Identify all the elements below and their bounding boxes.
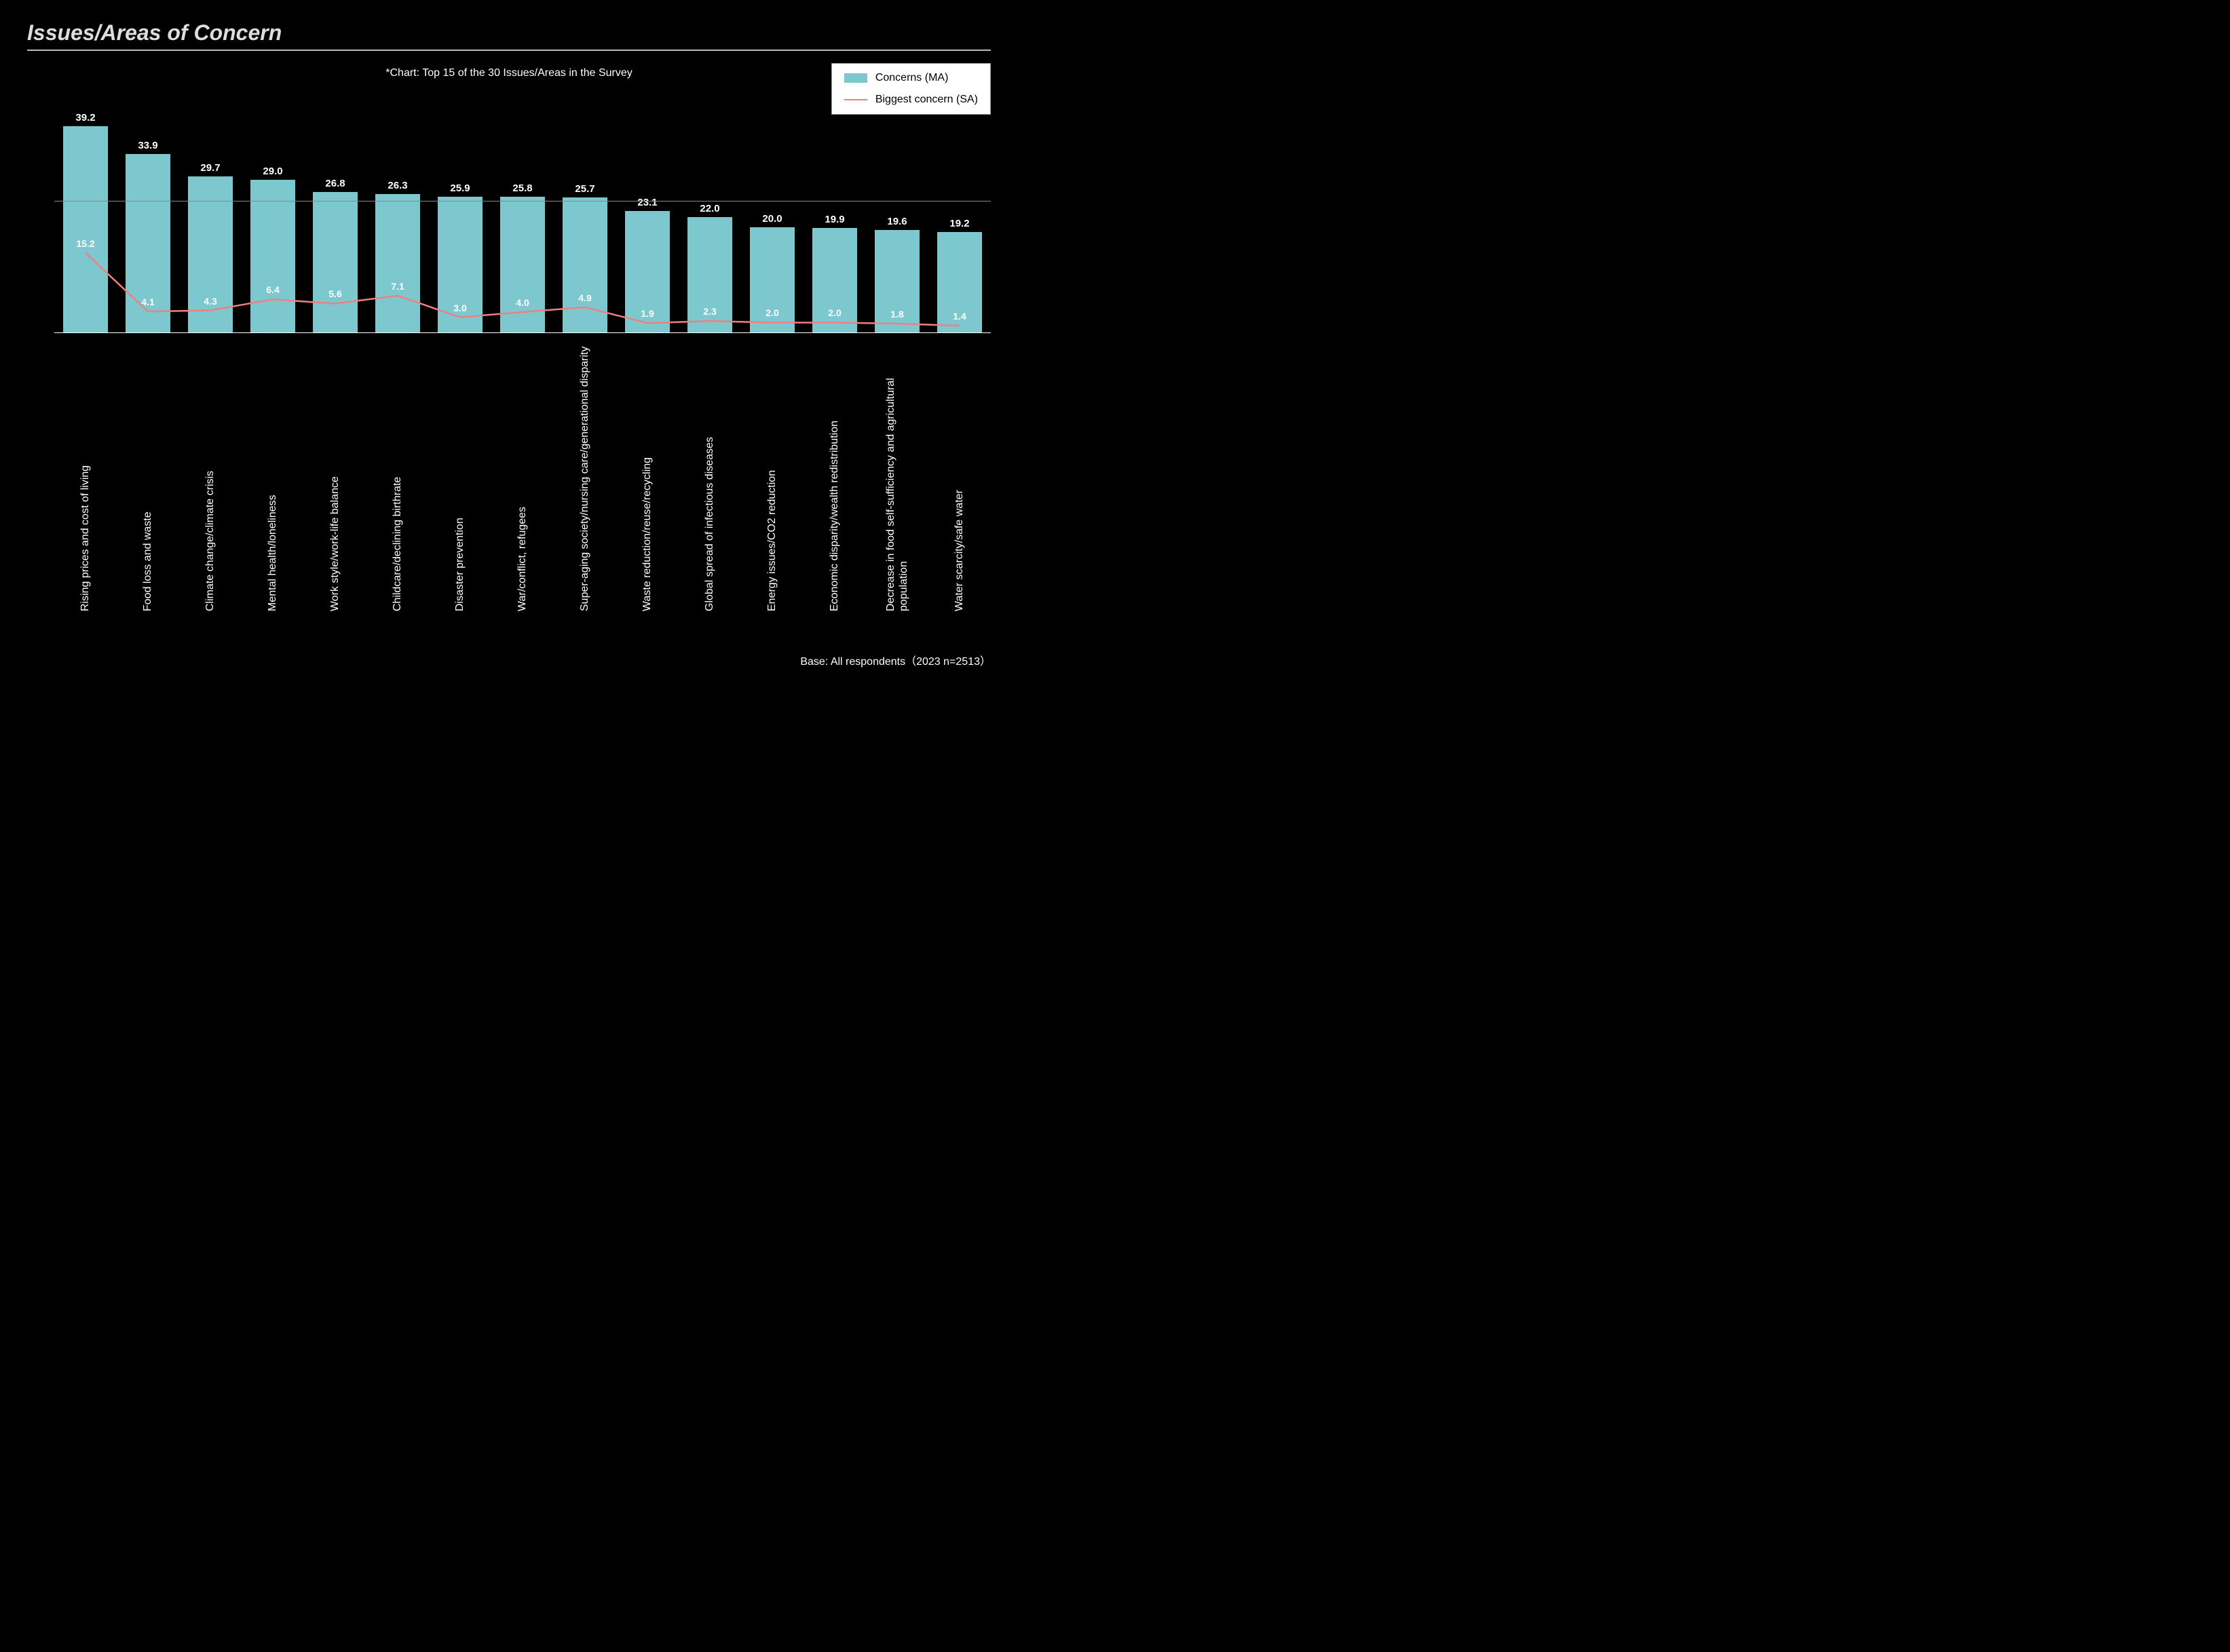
bar [375, 194, 420, 333]
bar [63, 126, 108, 333]
x-label-col: Disaster prevention [429, 333, 491, 632]
bar [563, 197, 607, 333]
bar-value-label: 25.8 [512, 183, 532, 194]
x-axis-label: Mental health/loneliness [266, 333, 279, 632]
legend-swatch-line [844, 99, 867, 100]
chart-title: Issues/Areas of Concern [27, 20, 991, 45]
bar-value-label: 19.9 [825, 214, 844, 225]
x-axis-label: Food loss and waste [141, 333, 154, 632]
x-label-col: Water scarcity/safe water [928, 333, 991, 632]
bar-value-label: 29.0 [263, 166, 282, 177]
bar-col: 29.7 [179, 162, 242, 333]
x-label-col: Decrease in food self-sufficiency and ag… [866, 333, 928, 632]
line-value-label: 7.1 [391, 281, 404, 292]
legend: Concerns (MA) Biggest concern (SA) [831, 63, 991, 115]
x-axis-labels: Rising prices and cost of living Food los… [54, 333, 991, 632]
legend-label-bars: Concerns (MA) [875, 72, 949, 84]
bar-value-label: 20.0 [762, 213, 782, 225]
bar-value-label: 25.7 [575, 183, 594, 195]
line-value-label: 2.0 [828, 307, 841, 318]
legend-item-bars: Concerns (MA) [844, 72, 978, 84]
bar-col: 26.3 [366, 180, 429, 333]
line-value-label: 3.0 [453, 303, 466, 313]
line-value-label: 2.0 [766, 307, 778, 318]
bar-value-label: 29.7 [200, 162, 220, 174]
bar-col: 29.0 [242, 166, 304, 333]
chart-container: Issues/Areas of Concern *Chart: Top 15 o… [0, 0, 1018, 695]
line-value-label: 4.0 [516, 297, 529, 308]
x-axis-label: Energy issues/CO2 reduction [766, 333, 778, 632]
bar [500, 197, 545, 333]
footnote: Base: All respondents（2023 n=2513） [27, 652, 991, 668]
bar-value-label: 33.9 [138, 140, 157, 151]
x-axis-label: Water scarcity/safe water [953, 333, 966, 632]
bar [313, 192, 358, 333]
x-axis-label: Work style/work-life balance [328, 333, 341, 632]
bar-value-label: 22.0 [700, 203, 719, 214]
x-axis-label: Climate change/climate crisis [204, 333, 216, 632]
legend-swatch-bars [844, 73, 867, 83]
bar-value-label: 26.8 [325, 178, 345, 189]
x-label-col: Rising prices and cost of living [54, 333, 117, 632]
line-value-label: 6.4 [266, 284, 279, 295]
x-label-col: War/conflict, refugees [491, 333, 554, 632]
bar-value-label: 19.2 [949, 218, 969, 229]
line-value-label: 4.1 [141, 296, 154, 307]
x-label-col: Climate change/climate crisis [179, 333, 242, 632]
x-axis-label: Super-aging society/nursing care/generat… [578, 333, 591, 632]
x-axis-label: Waste reduction/reuse/recycling [641, 333, 654, 632]
x-label-col: Work style/work-life balance [304, 333, 366, 632]
x-axis-label: Disaster prevention [453, 333, 466, 632]
chart-area: *Chart: Top 15 of the 30 Issues/Areas in… [27, 67, 991, 668]
plot-area: 39.2 33.9 29.7 29.0 26.8 26.3 25.9 25.8 25.7 23.1… [27, 96, 991, 333]
line-value-label: 1.4 [953, 311, 966, 322]
x-axis-label: Economic disparity/wealth redistribution [828, 333, 841, 632]
line-value-label: 5.6 [328, 288, 341, 299]
bar [250, 180, 295, 333]
bar-value-label: 19.6 [887, 216, 907, 227]
bar-col: 25.8 [491, 183, 554, 333]
bar-col: 25.7 [554, 183, 616, 333]
line-value-label: 1.9 [641, 308, 654, 319]
line-value-label: 4.9 [578, 292, 591, 303]
x-axis-label: Rising prices and cost of living [79, 333, 92, 632]
x-label-col: Childcare/declining birthrate [366, 333, 429, 632]
x-axis-label: Decrease in food self-sufficiency and ag… [884, 333, 910, 632]
line-value-label: 2.3 [703, 306, 716, 317]
x-label-col: Super-aging society/nursing care/generat… [554, 333, 616, 632]
x-label-col: Food loss and waste [117, 333, 179, 632]
x-label-col: Mental health/loneliness [242, 333, 304, 632]
x-label-col: Energy issues/CO2 reduction [741, 333, 804, 632]
bar-col: 39.2 [54, 112, 117, 333]
bar-value-label: 26.3 [388, 180, 407, 191]
title-rule [27, 50, 991, 51]
x-axis-label: War/conflict, refugees [516, 333, 529, 632]
legend-label-line: Biggest concern (SA) [875, 94, 978, 106]
line-value-label: 15.2 [76, 238, 94, 249]
x-axis-label: Global spread of infectious diseases [703, 333, 716, 632]
bars-layer: 39.2 33.9 29.7 29.0 26.8 26.3 25.9 25.8 25.7 23.1… [54, 96, 991, 333]
x-label-col: Global spread of infectious diseases [679, 333, 741, 632]
line-value-label: 1.8 [890, 309, 903, 320]
x-label-col: Waste reduction/reuse/recycling [616, 333, 679, 632]
legend-item-line: Biggest concern (SA) [844, 94, 978, 106]
line-value-label: 4.3 [204, 296, 216, 307]
bar-value-label: 39.2 [75, 112, 95, 123]
bar-value-label: 23.1 [637, 197, 657, 208]
bar-value-label: 25.9 [450, 183, 470, 194]
x-axis-label: Childcare/declining birthrate [391, 333, 404, 632]
x-label-col: Economic disparity/wealth redistribution [804, 333, 866, 632]
